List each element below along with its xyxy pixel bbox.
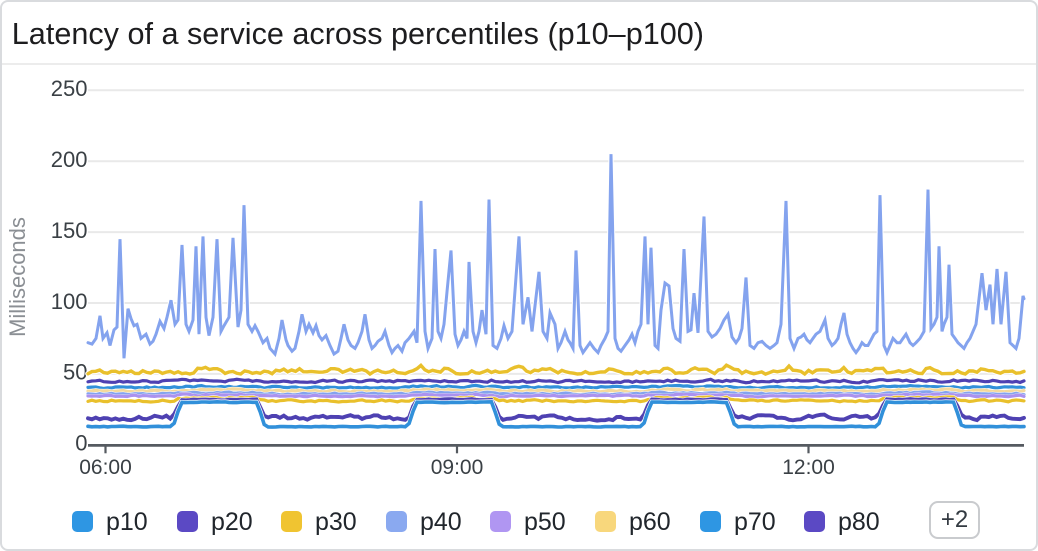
svg-text:50: 50 (63, 360, 87, 385)
svg-text:06:00: 06:00 (79, 456, 132, 479)
svg-text:200: 200 (51, 147, 88, 172)
svg-text:09:00: 09:00 (431, 456, 484, 479)
svg-text:12:00: 12:00 (782, 456, 835, 479)
svg-text:100: 100 (51, 289, 88, 314)
svg-text:150: 150 (51, 218, 88, 243)
svg-text:250: 250 (51, 76, 88, 101)
svg-text:0: 0 (75, 431, 87, 456)
